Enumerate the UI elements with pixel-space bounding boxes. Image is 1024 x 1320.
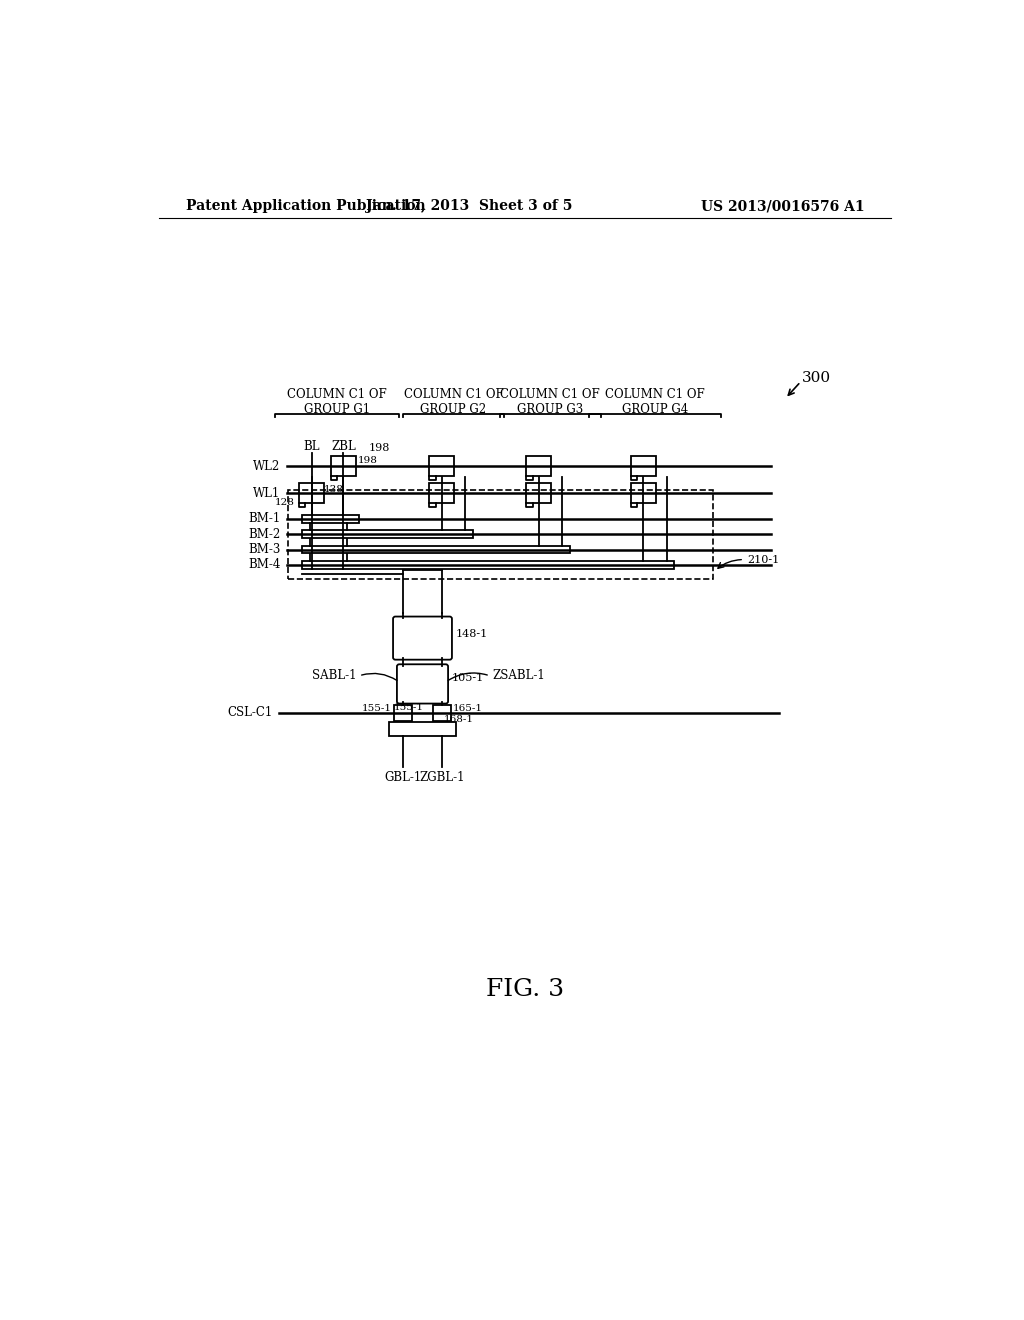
Text: WL1: WL1 <box>253 487 281 500</box>
Text: COLUMN C1 OF
GROUP G1: COLUMN C1 OF GROUP G1 <box>288 388 387 416</box>
Text: 105-1: 105-1 <box>452 673 484 684</box>
Text: 198: 198 <box>369 442 389 453</box>
Text: COLUMN C1 OF
GROUP G3: COLUMN C1 OF GROUP G3 <box>501 388 600 416</box>
Text: US 2013/0016576 A1: US 2013/0016576 A1 <box>700 199 864 213</box>
Bar <box>432 705 452 721</box>
Text: BM-1: BM-1 <box>249 512 281 525</box>
Text: 138: 138 <box>324 484 344 494</box>
Text: 300: 300 <box>802 371 831 385</box>
Text: CSL-C1: CSL-C1 <box>227 706 272 719</box>
FancyBboxPatch shape <box>393 616 452 660</box>
Bar <box>631 457 655 477</box>
Bar <box>631 483 655 503</box>
Text: BM-3: BM-3 <box>248 543 281 556</box>
Text: 165-1: 165-1 <box>453 704 482 713</box>
Text: 155-1: 155-1 <box>362 704 392 713</box>
Text: 168-1: 168-1 <box>443 715 473 725</box>
Bar <box>389 722 456 737</box>
Text: FIG. 3: FIG. 3 <box>485 978 564 1002</box>
Text: COLUMN C1 OF
GROUP G4: COLUMN C1 OF GROUP G4 <box>605 388 705 416</box>
Text: BL: BL <box>303 440 319 453</box>
Text: WL2: WL2 <box>253 459 281 473</box>
Bar <box>331 457 356 477</box>
Text: ZGBL-1: ZGBL-1 <box>419 771 465 784</box>
Text: SABL-1: SABL-1 <box>312 669 356 682</box>
Bar <box>302 515 359 523</box>
Bar <box>526 483 551 503</box>
Bar <box>289 490 713 579</box>
Text: 148-1: 148-1 <box>456 630 488 639</box>
Bar <box>299 483 324 503</box>
Bar <box>394 705 413 721</box>
Text: BM-2: BM-2 <box>249 528 281 541</box>
Text: 210-1: 210-1 <box>748 554 779 565</box>
Text: BM-4: BM-4 <box>248 558 281 572</box>
Text: Jan. 17, 2013  Sheet 3 of 5: Jan. 17, 2013 Sheet 3 of 5 <box>366 199 572 213</box>
Bar <box>429 483 455 503</box>
Text: Patent Application Publication: Patent Application Publication <box>186 199 426 213</box>
FancyBboxPatch shape <box>397 664 449 704</box>
Text: COLUMN C1 OF
GROUP G2: COLUMN C1 OF GROUP G2 <box>403 388 504 416</box>
Text: ZBL: ZBL <box>331 440 355 453</box>
Bar <box>302 531 473 539</box>
Bar <box>302 545 569 553</box>
Text: 198: 198 <box>357 455 377 465</box>
Bar <box>526 457 551 477</box>
Bar <box>302 561 675 569</box>
Text: ZSABL-1: ZSABL-1 <box>493 669 545 682</box>
Text: GBL-1: GBL-1 <box>384 771 422 784</box>
Text: 155-1: 155-1 <box>394 702 424 711</box>
Bar <box>429 457 455 477</box>
Text: 128: 128 <box>274 498 295 507</box>
